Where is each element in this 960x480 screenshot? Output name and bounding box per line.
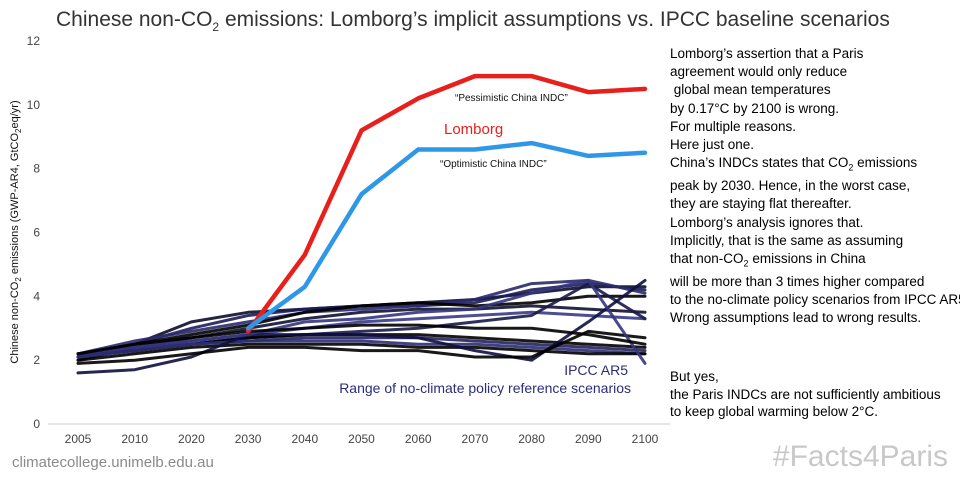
y-tick-label: 10 xyxy=(27,98,41,112)
source-url: climatecollege.unimelb.edu.au xyxy=(12,454,214,471)
y-axis-label: Chinese non-CO2 emissions (GWP-AR4, GtCO… xyxy=(9,100,23,363)
lomborg-label: Lomborg xyxy=(444,121,503,138)
note-line: to the no-climate policy scenarios from … xyxy=(670,292,960,308)
hashtag: #Facts4Paris xyxy=(772,440,948,473)
x-tick-label: 2030 xyxy=(235,432,262,446)
x-tick-labels: 2005 2010 2020 2030 2040 2050 2060 2070 2080 2090… xyxy=(65,432,659,446)
series-line-ipcc-ar5-scenario-15 xyxy=(76,323,647,356)
title-text-rest: emissions: Lomborg’s implicit assumption… xyxy=(219,8,890,31)
note-line: to keep global warming below 2°C. xyxy=(670,404,879,419)
note-line: Implicitly, that is the same as assuming xyxy=(670,232,904,248)
y-tick-label: 2 xyxy=(33,353,40,367)
optimistic-china-indc-label: “Optimistic China INDC” xyxy=(440,159,547,170)
x-tick-label: 2060 xyxy=(405,432,432,446)
note-line: Lomborg’s analysis ignores that. xyxy=(670,214,864,230)
series-line-pessimistic-china-indc xyxy=(245,73,648,334)
note-line: China’s INDCs states that CO2 emissions xyxy=(670,155,918,173)
x-tick-label: 2050 xyxy=(348,432,375,446)
lomborg-lines xyxy=(245,73,648,334)
y-tick-labels: 0 2 4 6 8 10 12 xyxy=(27,34,41,431)
closing-text: But yes, the Paris INDCs are not suffici… xyxy=(670,368,960,421)
y-tick-label: 12 xyxy=(27,34,41,48)
x-tick-label: 2040 xyxy=(291,432,318,446)
note-line: by 0.17°C by 2100 is wrong. xyxy=(670,100,839,116)
ipcc-scenario-lines xyxy=(76,278,647,375)
note-line: For multiple reasons. xyxy=(670,118,797,134)
range-label: Range of no-climate policy reference sce… xyxy=(339,380,631,396)
x-tick-label: 2080 xyxy=(518,432,545,446)
series-line-optimistic-china-indc xyxy=(245,140,648,331)
ipcc-ar5-label: IPCC AR5 xyxy=(564,362,628,378)
note-line: they are staying flat thereafter. xyxy=(670,196,852,212)
x-tick-label: 2090 xyxy=(575,432,602,446)
title-text: Chinese non-CO xyxy=(56,8,213,31)
chart-title: Chinese non-CO2 emissions: Lomborg’s imp… xyxy=(56,8,890,34)
note-line: Lomborg’s assertion that a Paris xyxy=(670,46,864,61)
y-tick-label: 8 xyxy=(33,162,40,176)
note-line: that non-CO2 emissions in China xyxy=(670,250,866,269)
x-tick-label: 2070 xyxy=(462,432,489,446)
note-line: the Paris INDCs are not sufficiently amb… xyxy=(670,386,941,402)
series-line-ipcc-ar5-scenario-13 xyxy=(76,329,647,365)
series-line-ipcc-ar5-scenario-3 xyxy=(76,278,647,356)
series-line-ipcc-ar5-scenario-11 xyxy=(76,342,647,362)
commentary-text: Lomborg’s assertion that a Paris agreeme… xyxy=(670,45,960,327)
title-subscript: 2 xyxy=(212,20,220,35)
series-line-ipcc-ar5-scenario-14 xyxy=(76,278,647,365)
note-line: global mean temperatures xyxy=(670,82,831,98)
x-tick-label: 2020 xyxy=(178,432,205,446)
note-line: Wrong assumptions lead to wrong results. xyxy=(670,310,922,326)
x-tick-label: 2010 xyxy=(121,432,148,446)
series-line-ipcc-ar5-scenario-4 xyxy=(76,294,647,356)
x-tick-label: 2100 xyxy=(632,432,659,446)
x-tick-label: 2005 xyxy=(65,432,92,446)
note-line: peak by 2030. Hence, in the worst case, xyxy=(670,178,911,194)
y-tick-label: 0 xyxy=(33,417,40,431)
y-tick-label: 6 xyxy=(33,226,40,240)
note-line: agreement would only reduce xyxy=(670,64,848,80)
series-line-ipcc-ar5-scenario-12 xyxy=(76,278,647,375)
y-tick-label: 4 xyxy=(33,289,40,303)
note-line: will be more than 3 times higher compare… xyxy=(670,273,925,289)
pessimistic-china-indc-label: “Pessimistic China INDC” xyxy=(455,93,568,104)
note-line: But yes, xyxy=(670,369,719,384)
note-line: Here just one. xyxy=(670,137,755,153)
